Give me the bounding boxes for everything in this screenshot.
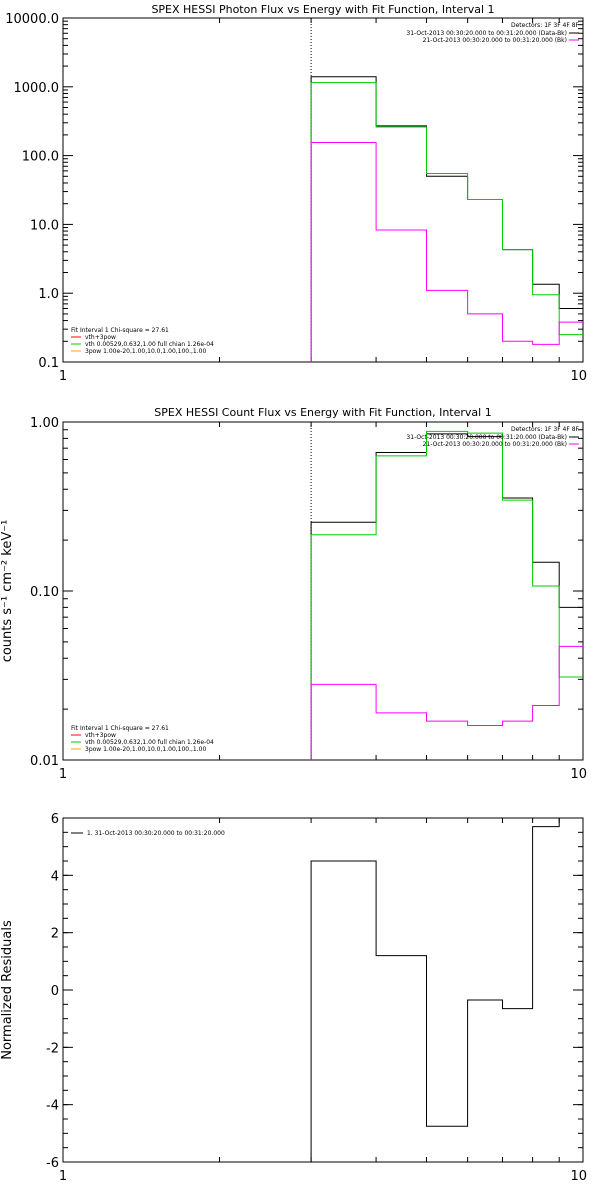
chart-title: SPEX HESSI Photon Flux vs Energy with Fi… [151, 3, 494, 16]
y-ticks [63, 17, 583, 363]
y-ticks [63, 421, 583, 761]
plot-frame [62, 421, 584, 761]
plot-frame [62, 17, 584, 363]
x-tick-label: 1 [59, 1169, 67, 1184]
series-line-1 [310, 76, 583, 362]
legend-label: 31-Oct-2013 00:30:20.000 to 00:31:20.000… [406, 30, 567, 37]
series-group [310, 430, 583, 760]
y-tick-label: 4 [51, 869, 59, 884]
x-tick-label: 1 [59, 767, 67, 782]
legend-fit-title: Fit Interval 1 Chi-square = 27.61 [71, 327, 169, 334]
legend-fit-title: Fit Interval 1 Chi-square = 27.61 [71, 725, 169, 732]
legend-label: 3pow 1.00e-20,1.00,10.0,1.00,100.,1.00 [85, 746, 206, 753]
y-tick-label: -2 [46, 1041, 59, 1056]
legend-label: 3pow 1.00e-20,1.00,10.0,1.00,100.,1.00 [85, 348, 206, 355]
series-line-3 [310, 645, 583, 760]
legend-top: 1. 31-Oct-2013 00:30:20.000 to 00:31:20.… [71, 830, 225, 837]
y-tick-label: 0 [51, 984, 59, 999]
y-tick-label: 0.01 [30, 754, 59, 769]
legend-label: 31-Oct-2013 00:30:20.000 to 00:31:20.000… [406, 434, 567, 441]
chart-panel-1: SPEX HESSI Photon Flux vs Energy with Fi… [5, 3, 587, 384]
chart-panel-3: Normalized Residuals 1 10 -6 -4 -2 0 2 4 6 1. 31-O… [0, 812, 587, 1184]
y-axis-label: counts s⁻¹ cm⁻² keV⁻¹ [0, 520, 15, 663]
y-tick-label: 6 [51, 812, 59, 827]
legend-title: Detectors: 1F 3F 4F 8F [511, 22, 580, 29]
y-tick-label: 10000.0 [5, 12, 59, 27]
legend-label: vth 0.00529,0.632,1.00 full chian 1.26e-… [85, 739, 214, 746]
y-axis-label: Normalized Residuals [0, 920, 15, 1060]
series-line-1 [310, 433, 583, 760]
y-tick-label: 2 [51, 927, 59, 942]
legend-label: 21-Oct-2013 00:30:20.000 to 00:31:20.000… [423, 37, 567, 44]
plot-frame [62, 817, 584, 1163]
y-ticks [63, 817, 583, 1163]
x-ticks [62, 422, 584, 760]
y-tick-label: 1.00 [30, 416, 59, 431]
x-tick-label: 1 [59, 369, 67, 384]
y-tick-label: 0.10 [30, 585, 59, 600]
x-tick-label: 10 [570, 767, 587, 782]
series-line-2 [310, 430, 583, 760]
x-ticks [62, 818, 584, 1162]
y-tick-label: -6 [46, 1156, 59, 1171]
series-line-2 [310, 82, 583, 362]
series-group [310, 76, 583, 362]
legend-fit: Fit Interval 1 Chi-square = 27.61vth+3po… [71, 327, 214, 355]
legend-label: vth+3pow [85, 334, 116, 341]
legend-fit: Fit Interval 1 Chi-square = 27.61vth+3po… [71, 725, 214, 753]
chart-panel-2: SPEX HESSI Count Flux vs Energy with Fit… [0, 406, 587, 782]
x-tick-label: 10 [570, 369, 587, 384]
series-group [310, 818, 560, 1162]
legend-label: 1. 31-Oct-2013 00:30:20.000 to 00:31:20.… [87, 830, 225, 837]
legend-label: vth+3pow [85, 732, 116, 739]
legend-title: Detectors: 1F 3F 4F 8F [511, 426, 580, 433]
y-tick-label: 100.0 [22, 150, 59, 165]
y-tick-label: 0.1 [38, 356, 59, 371]
legend-label: vth 0.00529,0.632,1.00 full chian 1.26e-… [85, 341, 214, 348]
y-tick-label: 10.0 [30, 218, 59, 233]
series-line-1 [310, 818, 560, 1162]
series-line-3 [310, 142, 583, 362]
x-ticks [62, 18, 584, 362]
y-tick-label: 1.0 [38, 287, 59, 302]
y-tick-label: -4 [46, 1099, 59, 1114]
x-tick-label: 10 [570, 1169, 587, 1184]
chart-title: SPEX HESSI Count Flux vs Energy with Fit… [154, 406, 491, 419]
legend-label: 21-Oct-2013 00:30:20.000 to 00:31:20.000… [423, 441, 567, 448]
y-tick-label: 1000.0 [14, 81, 60, 96]
